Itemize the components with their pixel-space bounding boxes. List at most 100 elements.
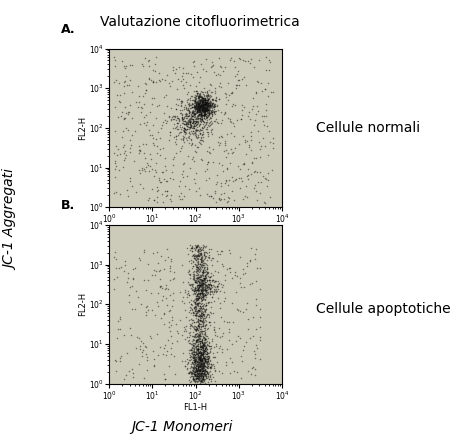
Point [200,295,207,303]
Point [182,119,189,126]
Point [195,284,202,291]
Point [166,324,173,331]
Point [227,117,234,124]
Point [211,283,218,290]
Point [204,112,212,120]
Point [191,365,198,372]
Point [203,268,210,275]
Point [115,265,122,272]
Point [198,375,206,382]
Point [195,115,202,122]
Point [192,101,199,108]
Point [142,86,150,93]
Point [189,336,196,343]
Point [152,159,160,166]
Point [180,127,187,134]
Point [210,325,217,332]
Point [187,121,194,128]
Point [226,265,233,272]
Point [253,77,260,84]
Point [192,372,200,379]
Point [197,119,204,126]
Point [156,145,163,152]
Point [178,115,186,122]
Point [201,319,208,326]
Point [200,281,207,288]
Point [203,103,211,110]
Point [200,348,207,355]
Point [197,115,204,122]
Point [204,92,211,99]
Point [198,363,206,370]
Point [199,137,206,144]
Point [112,143,120,150]
Point [193,367,201,374]
Point [197,96,204,103]
Point [189,252,196,259]
Point [194,97,202,105]
Point [243,194,251,201]
Point [202,109,209,116]
Point [204,277,211,284]
Point [200,276,207,283]
Point [196,245,203,252]
Point [208,378,215,385]
Point [197,357,204,364]
Point [197,99,204,106]
Point [188,97,196,104]
Point [195,102,202,109]
Point [241,74,248,81]
Point [260,173,267,180]
Point [200,323,207,330]
Point [207,64,214,71]
Point [143,87,150,94]
Point [199,338,206,345]
Point [200,328,207,335]
Point [110,53,117,60]
Point [197,112,205,119]
Point [188,359,195,366]
Point [199,367,206,374]
Point [202,268,209,275]
Point [209,107,216,114]
Point [195,337,202,344]
Point [195,258,202,265]
Point [191,100,198,107]
Point [199,109,207,116]
Point [202,367,210,374]
Point [192,366,199,373]
Point [191,350,198,357]
Point [208,282,215,289]
Point [198,336,206,343]
Point [192,302,199,309]
Point [191,369,198,376]
Point [200,293,207,300]
Point [189,245,196,252]
Point [198,377,206,384]
Point [202,344,209,351]
Point [196,108,203,115]
Point [203,276,210,283]
Point [186,347,193,354]
Point [217,139,224,146]
Point [189,373,197,380]
Point [197,279,204,286]
Point [195,93,202,100]
Point [198,106,206,113]
Point [195,322,202,329]
Point [167,82,174,90]
Point [198,108,205,116]
Point [203,364,210,371]
Point [206,348,213,355]
Point [199,303,206,310]
Point [202,107,209,114]
Point [147,155,155,162]
Point [184,96,192,103]
Point [194,99,202,106]
Point [218,247,225,254]
Point [195,100,202,107]
Point [196,299,203,306]
Point [190,96,197,103]
Point [198,379,206,386]
Point [198,289,205,296]
